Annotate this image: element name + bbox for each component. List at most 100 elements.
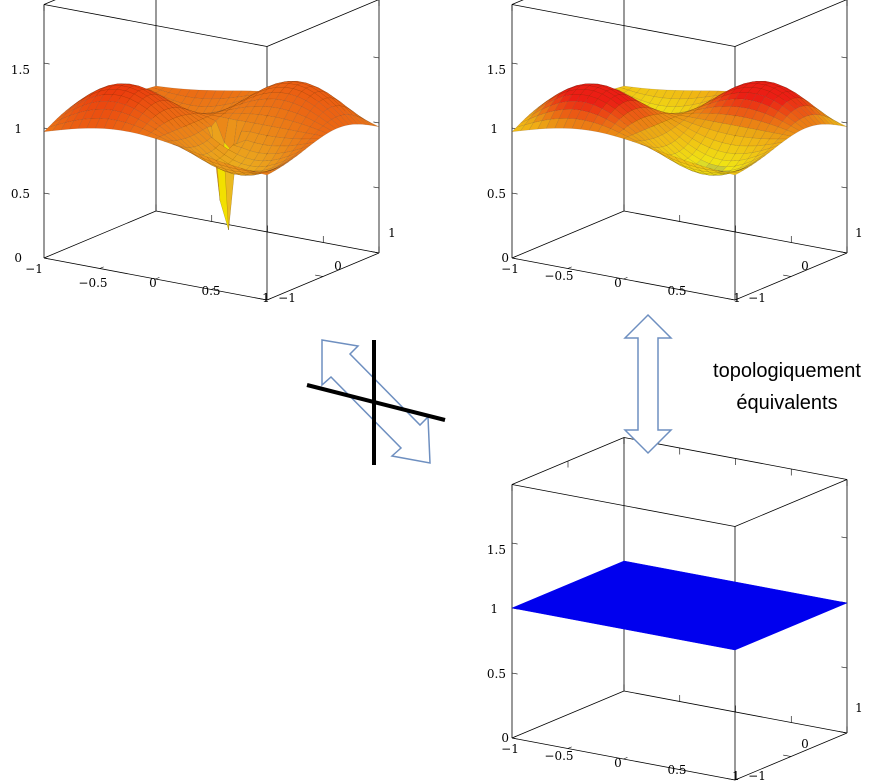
z-tick-label: 0 [501,731,509,745]
tick-mark [783,274,792,277]
surface-mesh [511,81,848,176]
tick-mark [734,778,740,781]
z-tick-label: 1.5 [487,63,506,77]
z-tick-label: 0 [501,251,509,265]
tick-mark [99,266,104,269]
tick-mark [841,186,848,189]
tick-mark [373,121,380,124]
y-tick-label: −1 [278,291,296,305]
z-tick-label: 0.5 [487,667,506,681]
z-tick-label: 0 [14,251,22,265]
tick-mark [679,287,684,290]
y-tick-label: −1 [748,769,766,782]
tick-mark [841,666,848,669]
box-edge [734,479,848,527]
box-edge [43,210,157,259]
tick-mark [511,256,517,259]
surface-plot-bottom-right: 0 0.5 1 1.5 −1 −0.5 0 0.5 1 −1 0 1 [487,437,863,782]
tick-mark [841,251,848,254]
z-tick-label: 1 [490,122,498,136]
flat-surface-patch [511,560,848,651]
x-tick-label: 1 [733,291,741,305]
x-tick-label: 0 [614,756,622,770]
tick-mark [841,536,848,539]
x-tick-label: −0.5 [544,749,573,763]
z-tick-label: 0.5 [487,187,506,201]
z-tick-label: 1.5 [487,543,506,557]
flat-surface-plane [511,560,848,651]
tick-mark [679,767,684,770]
tick-mark [155,277,160,280]
y-tick-label: 0 [801,259,809,273]
tick-mark [783,754,792,757]
surface-mesh [43,81,380,230]
strike-diagonal-line [306,383,446,422]
surface-patch [258,172,272,176]
y-tick-label: 0 [801,737,809,751]
axis-tick-labels: 0 0.5 1 1.5 −1 −0.5 0 0.5 1 −1 0 1 [487,543,863,782]
x-tick-label: −1 [501,742,519,756]
tick-mark [511,542,518,545]
y-tick-label: 1 [855,226,863,240]
box-edge [511,0,524,5]
tick-mark [373,186,380,189]
tick-mark [511,257,518,260]
tick-mark [623,757,628,760]
axis-tick-labels: 0 0.5 1 1.5 −1 −0.5 0 0.5 1 −1 0 1 [11,63,396,305]
double-arrow-icon [623,313,673,455]
tick-mark [211,287,216,290]
box-edge [511,4,736,47]
x-tick-label: 0.5 [667,763,686,777]
y-tick-label: 1 [388,226,396,240]
box-edge [43,4,268,47]
box-edge [511,690,625,739]
x-tick-label: −1 [501,262,519,276]
tick-mark [841,121,848,124]
x-tick-label: 1 [262,291,270,305]
equivalence-arrow [623,313,673,455]
tick-mark [43,257,50,260]
tick-mark [43,256,49,259]
x-tick-label: 1 [732,769,740,782]
tick-mark [727,298,736,301]
y-tick-label: 1 [855,701,863,715]
tick-mark [511,62,518,65]
z-tick-label: 1 [490,602,498,616]
x-tick-label: −0.5 [544,269,573,283]
x-tick-label: 0.5 [201,284,220,298]
caption-line-1: topologiquement [713,360,861,382]
tick-mark [373,251,380,254]
not-equivalent-symbol [306,339,446,465]
tick-mark [734,298,740,301]
box-edge [734,0,847,47]
caption-line-2: équivalents [736,392,837,414]
tick-mark [373,56,380,59]
tick-mark [511,737,518,740]
tick-mark [727,778,736,781]
box-edge [511,484,736,527]
tick-mark [511,672,518,675]
x-tick-label: 0 [149,276,157,290]
surface-plot-top-left: 0 0.5 1 1.5 −1 −0.5 0 0.5 1 −1 0 1 [11,0,396,305]
y-tick-label: −1 [748,291,766,305]
tick-mark [567,746,572,749]
surface-patch [726,172,740,176]
axis-tick-labels: 0 0.5 1 1.5 −1 −0.5 0 0.5 1 −1 0 1 [487,63,863,305]
tick-mark [315,274,324,277]
tick-mark [841,56,848,59]
plot-box-frame [511,0,848,301]
tick-mark [266,298,272,301]
surface-plot-top-right: 0 0.5 1 1.5 −1 −0.5 0 0.5 1 −1 0 1 [487,0,863,305]
z-tick-label: 1 [14,122,22,136]
z-tick-label: 1.5 [11,63,30,77]
box-edge [266,0,379,47]
tick-mark [623,277,628,280]
y-tick-label: 0 [334,259,342,273]
tick-mark [43,192,50,195]
tick-mark [43,62,50,65]
tick-mark [511,736,517,739]
tick-mark [567,266,572,269]
tick-mark [511,192,518,195]
x-tick-label: 0.5 [667,284,686,298]
